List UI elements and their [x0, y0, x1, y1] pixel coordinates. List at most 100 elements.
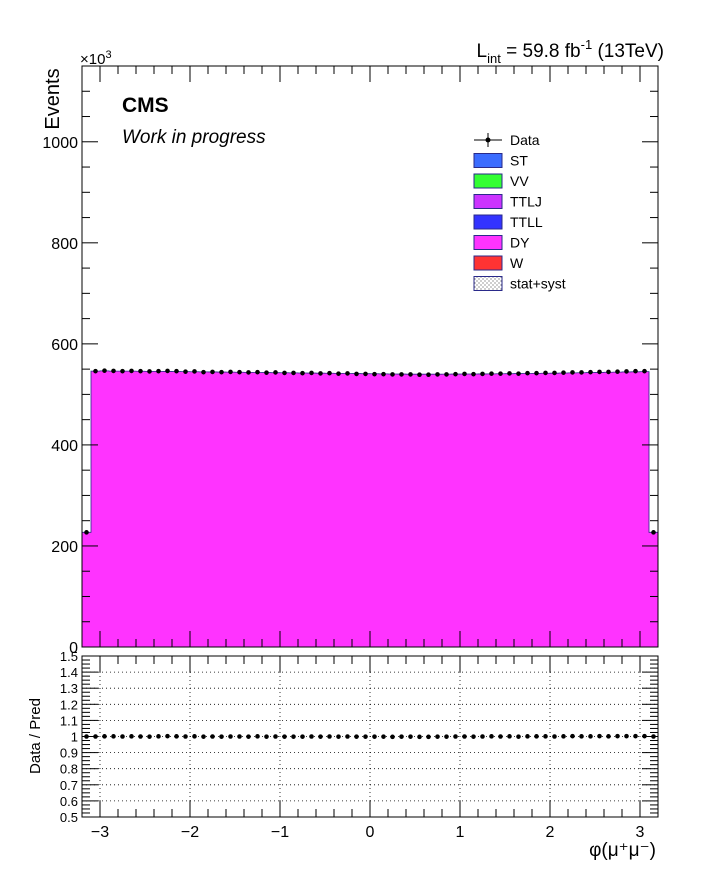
ratio-point-30 — [354, 734, 359, 739]
bar-dy-bin-43 — [469, 373, 479, 647]
bar-dy-bin-37 — [415, 374, 425, 647]
data-point-15 — [219, 369, 224, 375]
bar-dy-bin-23 — [289, 372, 299, 647]
data-point-31 — [363, 371, 368, 377]
ratio-y-tick-label: 0.9 — [60, 746, 78, 761]
y-tick-label: 200 — [51, 539, 78, 556]
bar-dy-bin-55 — [577, 372, 587, 647]
bar-dy-bin-38 — [424, 374, 434, 647]
bar-dy-bin-32 — [370, 373, 380, 647]
ratio-point-48 — [516, 734, 521, 739]
lumi-prefix: L — [477, 41, 488, 62]
bar-dy-bin-36 — [406, 374, 416, 647]
ratio-point-44 — [480, 734, 485, 739]
data-point-49 — [525, 370, 530, 376]
bar-dy-bin-30 — [352, 373, 362, 647]
data-point-3 — [111, 368, 116, 374]
ratio-point-57 — [597, 733, 602, 739]
bar-dy-bin-21 — [271, 372, 281, 647]
data-point-30 — [354, 371, 359, 377]
legend-label-data: Data — [510, 132, 540, 148]
bar-dy-bin-5 — [127, 371, 137, 647]
data-point-16 — [228, 369, 233, 375]
data-point-35 — [399, 372, 404, 377]
ratio-x-axis-ticks: −3 −2 −1 0 1 2 3 — [81, 656, 659, 841]
ratio-point-14 — [210, 734, 215, 739]
data-point-5 — [129, 368, 134, 374]
data-point-43 — [471, 371, 476, 377]
data-point-21 — [273, 370, 278, 375]
ratio-point-49 — [525, 734, 530, 739]
data-point-11 — [183, 369, 188, 374]
ratio-point-32 — [372, 734, 377, 739]
data-point-44 — [480, 371, 485, 377]
y-tick-label: 800 — [51, 236, 78, 253]
ratio-point-61 — [633, 733, 638, 739]
bar-dy-bin-56 — [586, 372, 596, 647]
exponent-base: ×10 — [80, 51, 105, 68]
bar-dy-bin-34 — [388, 373, 398, 647]
lumi-sup: -1 — [581, 37, 593, 52]
ratio-point-53 — [561, 734, 566, 739]
ratio-panel-frame — [81, 655, 659, 818]
exponent-label: ×103 — [80, 49, 112, 68]
y-tick-label: 400 — [51, 438, 78, 455]
legend-label-dy: DY — [510, 235, 530, 251]
bar-dy-bin-53 — [559, 373, 569, 647]
y-tick-label: 0 — [69, 640, 78, 657]
bar-dy-bin-20 — [262, 372, 272, 647]
ratio-point-23 — [291, 734, 296, 739]
lumi-value: = 59.8 fb — [501, 41, 581, 62]
data-point-59 — [615, 369, 620, 374]
data-point-12 — [192, 369, 197, 374]
y-tick-label: 600 — [51, 337, 78, 354]
bar-dy-bin-54 — [568, 372, 578, 647]
data-point-34 — [390, 372, 395, 377]
bar-dy-bin-6 — [136, 371, 146, 647]
data-point-22 — [282, 370, 287, 376]
data-point-9 — [165, 368, 170, 374]
bar-dy-bin-29 — [343, 373, 353, 647]
data-point-52 — [552, 370, 557, 376]
bar-dy-bin-7 — [145, 371, 155, 647]
ratio-point-7 — [147, 734, 152, 739]
ratio-point-36 — [408, 734, 413, 739]
ratio-point-37 — [417, 734, 422, 740]
data-point-18 — [246, 370, 251, 375]
bar-dy-bin-3 — [109, 371, 119, 647]
cms-label: CMS — [122, 94, 169, 117]
bar-dy-bin-17 — [235, 372, 245, 647]
data-point-40 — [444, 372, 449, 377]
bar-dy-bin-26 — [316, 373, 326, 647]
x-tick-label: −3 — [91, 824, 109, 841]
ratio-point-27 — [327, 734, 332, 739]
ratio-y-tick-label: 1.5 — [60, 649, 78, 664]
data-point-0 — [84, 530, 89, 535]
data-point-10 — [174, 368, 179, 374]
ratio-point-6 — [138, 734, 143, 739]
ratio-point-29 — [345, 734, 350, 739]
ratio-point-25 — [309, 734, 314, 739]
data-point-32 — [372, 371, 377, 377]
bar-dy-bin-2 — [100, 370, 110, 647]
ratio-point-62 — [642, 733, 647, 739]
ratio-y-tick-label: 0.5 — [60, 810, 78, 825]
ratio-point-20 — [264, 734, 269, 739]
y-tick-label: 1000 — [42, 135, 78, 152]
bar-dy-bin-52 — [550, 373, 560, 647]
x-axis-ticks-top-panel — [81, 66, 659, 647]
legend-box-st — [473, 153, 503, 168]
bar-dy-bin-40 — [442, 374, 452, 647]
ratio-point-12 — [192, 734, 197, 739]
lumi-sub: int — [487, 51, 501, 66]
ratio-point-34 — [390, 734, 395, 740]
legend-box-stat-syst — [473, 276, 503, 291]
ratio-y-tick-label: 0.7 — [60, 778, 78, 793]
ratio-point-47 — [507, 734, 512, 739]
y-axis-label-events: Events — [42, 68, 64, 129]
bar-dy-bin-8 — [154, 371, 164, 647]
bar-dy-bin-22 — [280, 372, 290, 647]
data-point-13 — [201, 369, 206, 375]
